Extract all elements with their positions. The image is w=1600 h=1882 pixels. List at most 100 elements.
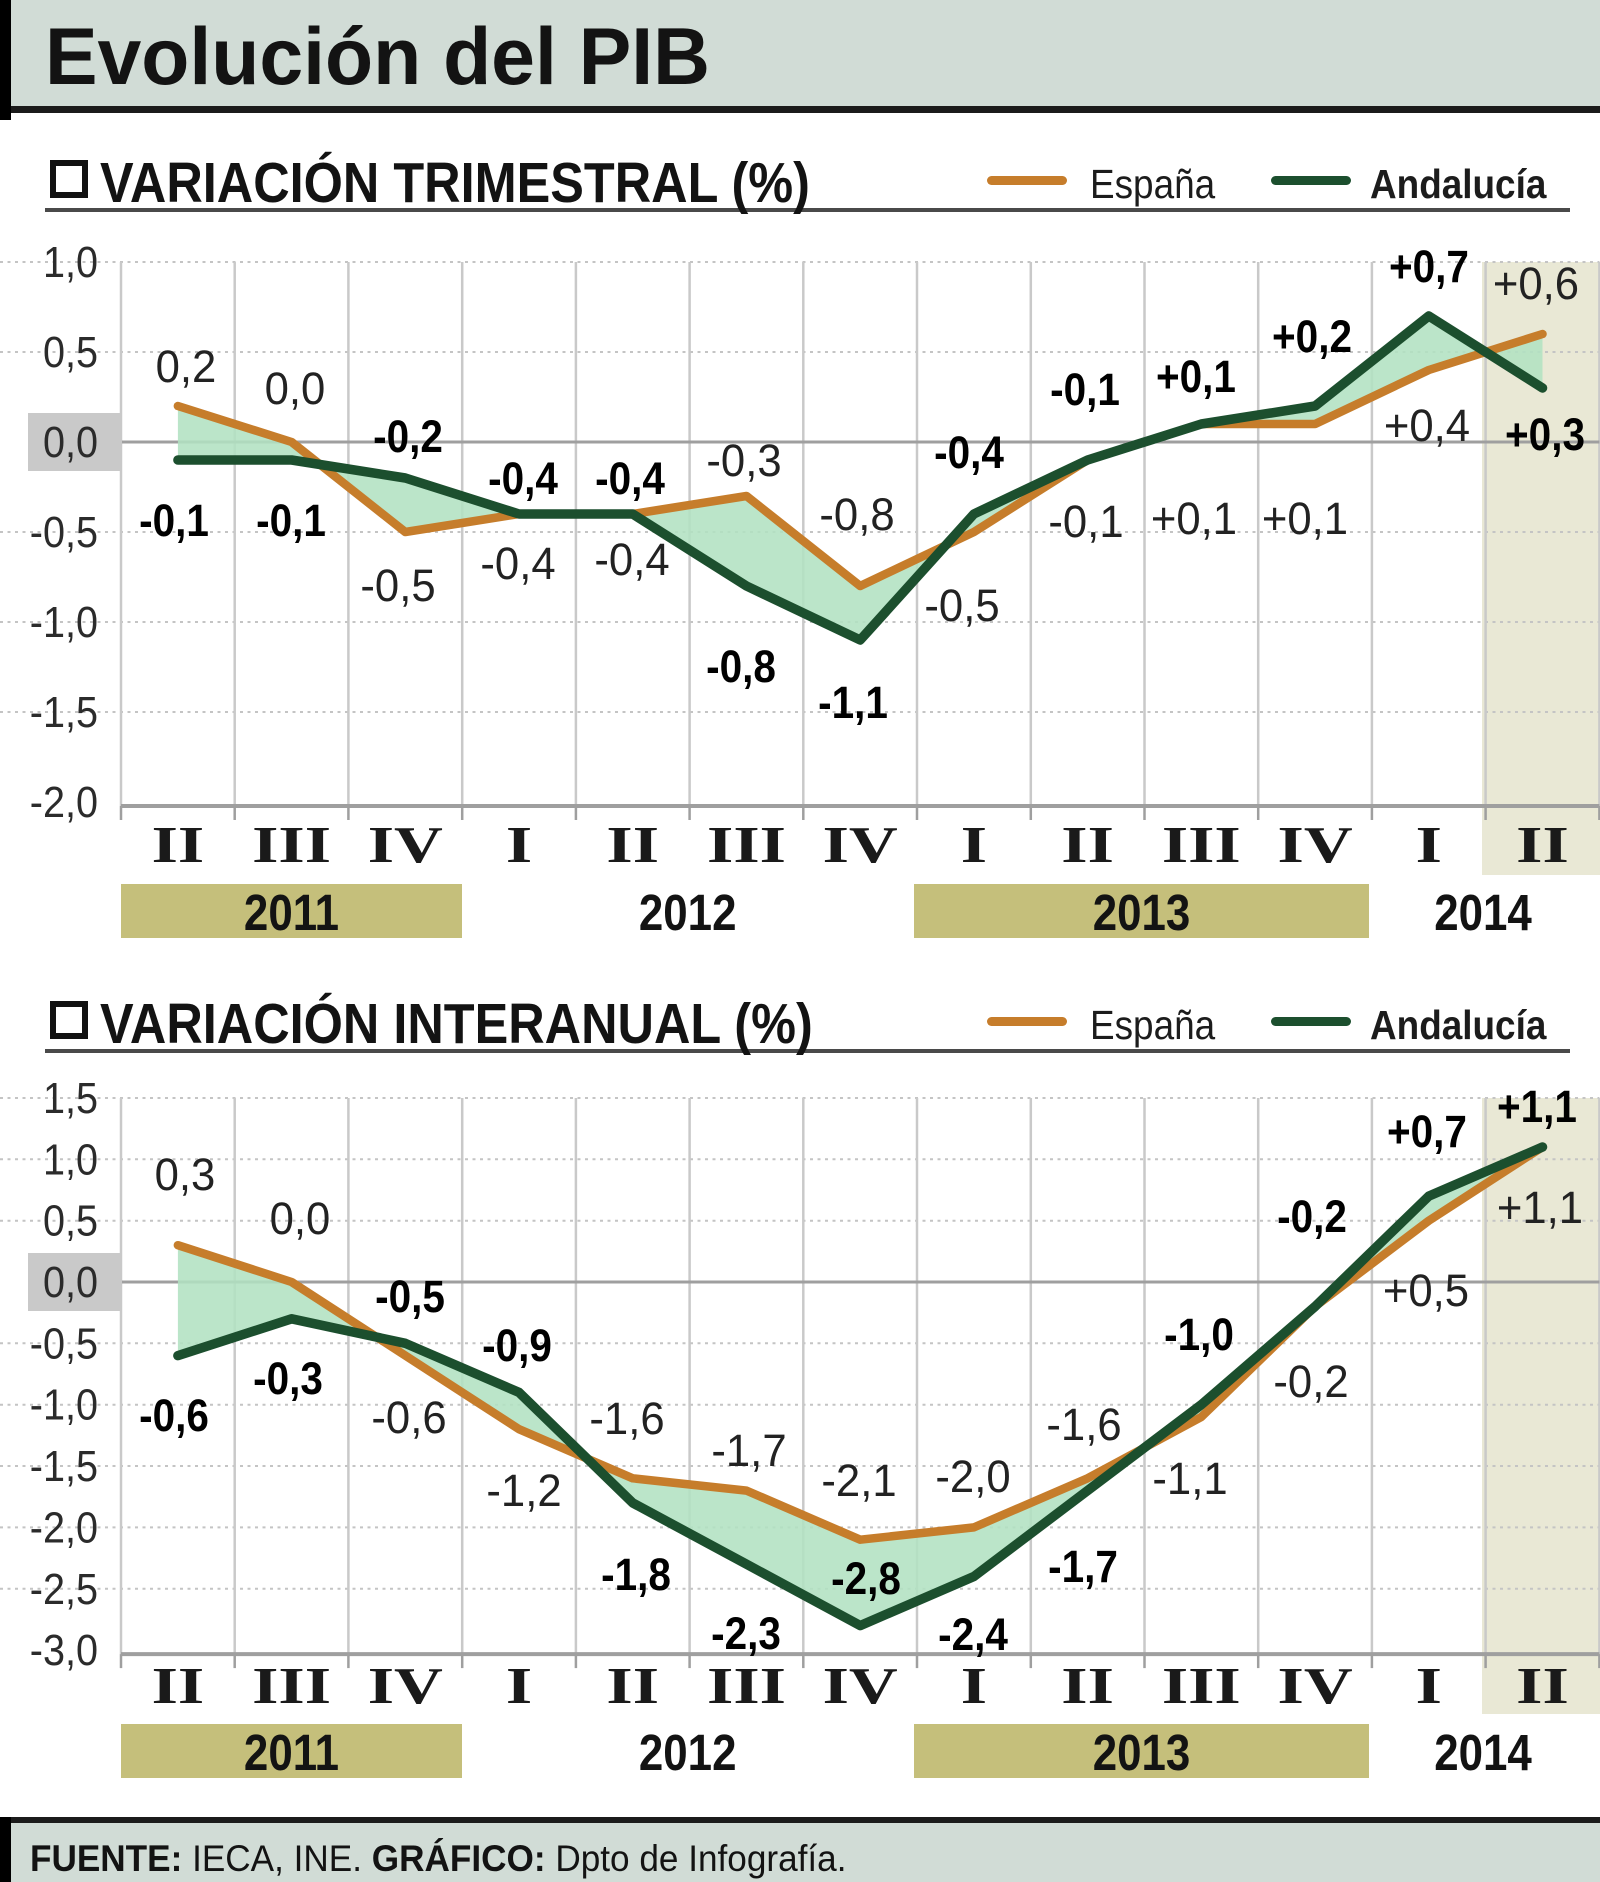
svg-text:-2,3: -2,3	[711, 1609, 781, 1659]
svg-text:-0,5: -0,5	[375, 1272, 445, 1322]
svg-text:-2,5: -2,5	[30, 1564, 98, 1613]
svg-text:0,5: 0,5	[43, 327, 98, 376]
svg-text:-0,8: -0,8	[819, 490, 894, 540]
svg-text:I: I	[1416, 1657, 1442, 1715]
svg-text:-0,8: -0,8	[706, 642, 776, 692]
svg-text:-0,3: -0,3	[253, 1354, 323, 1404]
svg-text:2014: 2014	[1434, 885, 1532, 942]
svg-text:IV: IV	[1278, 816, 1353, 874]
svg-text:-0,6: -0,6	[371, 1393, 446, 1443]
svg-text:+0,6: +0,6	[1493, 259, 1579, 309]
svg-text:II: II	[152, 816, 205, 874]
svg-text:-0,5: -0,5	[30, 507, 98, 556]
svg-text:-3,0: -3,0	[30, 1625, 98, 1674]
svg-text:-0,5: -0,5	[30, 1318, 98, 1367]
svg-text:-2,0: -2,0	[935, 1452, 1010, 1502]
svg-text:0,0: 0,0	[270, 1194, 331, 1244]
svg-text:+0,4: +0,4	[1384, 401, 1470, 451]
svg-text:-1,7: -1,7	[711, 1426, 786, 1476]
svg-text:-0,1: -0,1	[256, 496, 326, 546]
svg-text:+0,1: +0,1	[1262, 494, 1348, 544]
svg-text:-1,0: -1,0	[30, 597, 98, 646]
svg-text:-0,3: -0,3	[706, 436, 781, 486]
svg-text:-1,8: -1,8	[601, 1550, 671, 1600]
svg-text:0,3: 0,3	[155, 1150, 216, 1200]
svg-text:-2,1: -2,1	[821, 1456, 896, 1506]
svg-text:IV: IV	[1278, 1657, 1353, 1715]
svg-text:-1,6: -1,6	[1046, 1400, 1121, 1450]
svg-text:0,0: 0,0	[43, 1257, 98, 1306]
svg-text:-1,5: -1,5	[30, 687, 98, 736]
svg-text:-0,4: -0,4	[594, 535, 669, 585]
svg-text:2012: 2012	[639, 885, 737, 942]
svg-text:2011: 2011	[244, 885, 339, 942]
svg-text:-0,5: -0,5	[360, 561, 435, 611]
svg-text:-1,1: -1,1	[1152, 1454, 1227, 1504]
svg-text:I: I	[961, 816, 987, 874]
svg-text:-1,0: -1,0	[30, 1380, 98, 1429]
svg-text:-2,0: -2,0	[30, 1502, 98, 1551]
svg-text:-0,4: -0,4	[934, 428, 1004, 478]
svg-text:IV: IV	[823, 1657, 898, 1715]
svg-text:II: II	[152, 1657, 205, 1715]
svg-text:2013: 2013	[1093, 885, 1191, 942]
svg-text:-2,0: -2,0	[30, 777, 98, 826]
svg-text:+0,5: +0,5	[1383, 1266, 1469, 1316]
svg-text:II: II	[1516, 816, 1569, 874]
svg-text:-1,2: -1,2	[486, 1466, 561, 1516]
svg-text:+1,1: +1,1	[1497, 1082, 1577, 1132]
svg-text:2014: 2014	[1434, 1725, 1532, 1782]
svg-text:II: II	[1061, 816, 1114, 874]
svg-text:-0,1: -0,1	[1050, 365, 1120, 415]
svg-text:III: III	[252, 816, 331, 874]
svg-text:-0,2: -0,2	[1277, 1192, 1347, 1242]
svg-text:II: II	[1061, 1657, 1114, 1715]
svg-text:1,0: 1,0	[43, 1134, 98, 1183]
svg-text:-0,1: -0,1	[139, 496, 209, 546]
svg-text:-0,5: -0,5	[924, 581, 999, 631]
svg-text:-0,2: -0,2	[1273, 1357, 1348, 1407]
svg-text:-2,8: -2,8	[831, 1554, 901, 1604]
svg-text:-0,9: -0,9	[482, 1321, 552, 1371]
svg-text:III: III	[707, 1657, 786, 1715]
svg-text:0,0: 0,0	[265, 364, 326, 414]
svg-text:+0,1: +0,1	[1156, 352, 1236, 402]
svg-text:1,0: 1,0	[43, 237, 98, 286]
svg-text:+0,1: +0,1	[1151, 494, 1237, 544]
svg-text:II: II	[606, 816, 659, 874]
svg-text:I: I	[961, 1657, 987, 1715]
svg-text:III: III	[1162, 1657, 1241, 1715]
svg-text:2013: 2013	[1093, 1725, 1191, 1782]
svg-text:1,5: 1,5	[43, 1073, 98, 1122]
svg-text:IV: IV	[368, 816, 443, 874]
svg-text:-0,4: -0,4	[488, 454, 558, 504]
svg-text:II: II	[606, 1657, 659, 1715]
svg-text:-2,4: -2,4	[938, 1610, 1008, 1660]
svg-text:-0,4: -0,4	[595, 454, 665, 504]
svg-text:III: III	[252, 1657, 331, 1715]
svg-text:IV: IV	[368, 1657, 443, 1715]
svg-text:+0,3: +0,3	[1505, 410, 1585, 460]
svg-text:I: I	[506, 816, 532, 874]
svg-text:III: III	[707, 816, 786, 874]
svg-text:-0,2: -0,2	[373, 412, 443, 462]
svg-text:-1,0: -1,0	[1164, 1310, 1234, 1360]
svg-text:-1,5: -1,5	[30, 1441, 98, 1490]
svg-text:+1,1: +1,1	[1497, 1183, 1583, 1233]
svg-text:+0,7: +0,7	[1387, 1107, 1467, 1157]
svg-text:I: I	[506, 1657, 532, 1715]
svg-text:II: II	[1516, 1657, 1569, 1715]
svg-text:-0,6: -0,6	[139, 1391, 209, 1441]
svg-text:IV: IV	[823, 816, 898, 874]
svg-text:-1,7: -1,7	[1048, 1542, 1118, 1592]
svg-text:+0,7: +0,7	[1389, 242, 1469, 292]
svg-text:-1,6: -1,6	[589, 1394, 664, 1444]
svg-text:0,5: 0,5	[43, 1196, 98, 1245]
svg-text:2012: 2012	[639, 1725, 737, 1782]
svg-text:-1,1: -1,1	[818, 678, 888, 728]
svg-text:-0,1: -0,1	[1048, 497, 1123, 547]
svg-text:-0,4: -0,4	[480, 539, 555, 589]
svg-text:0,0: 0,0	[43, 417, 98, 466]
svg-text:I: I	[1416, 816, 1442, 874]
svg-text:0,2: 0,2	[156, 342, 217, 392]
